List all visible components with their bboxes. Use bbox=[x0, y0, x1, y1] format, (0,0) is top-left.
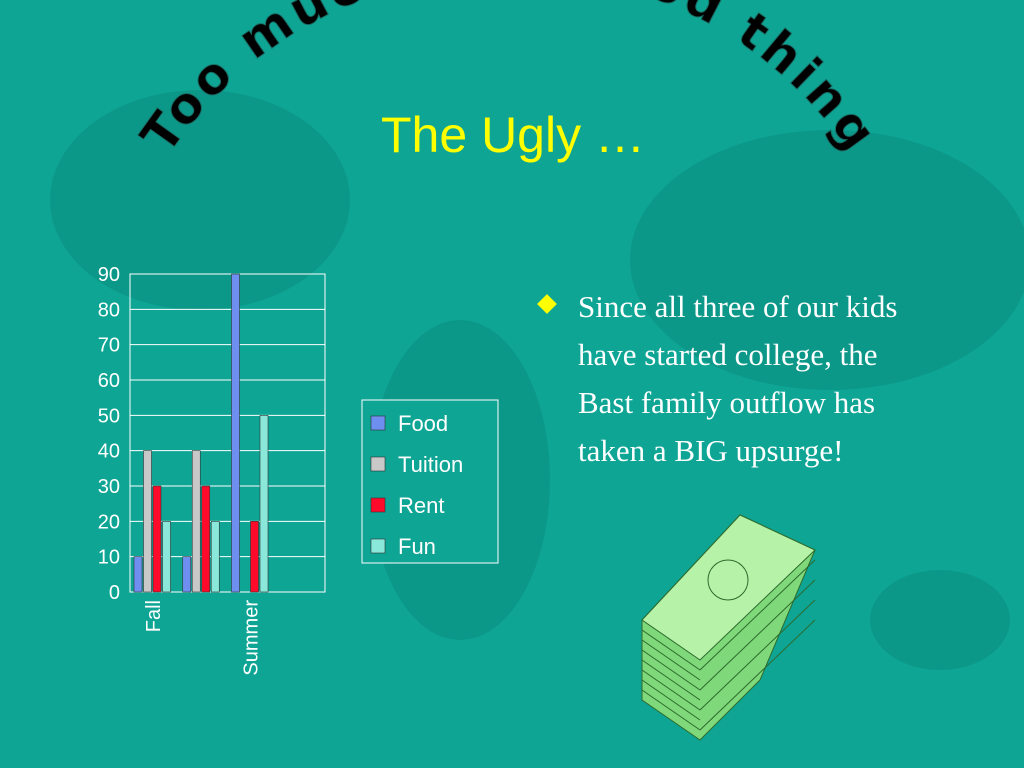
y-tick-label: 20 bbox=[98, 511, 120, 533]
legend-label: Tuition bbox=[398, 452, 463, 477]
y-tick-label: 60 bbox=[98, 370, 120, 392]
bar bbox=[201, 485, 211, 593]
legend-swatch bbox=[370, 538, 386, 554]
legend-label: Food bbox=[398, 411, 448, 436]
legend-swatch bbox=[370, 415, 386, 431]
x-tick-label: Summer bbox=[241, 600, 263, 676]
slide-title: The Ugly … bbox=[381, 107, 645, 163]
legend-swatch bbox=[370, 456, 386, 472]
bar bbox=[210, 521, 220, 593]
bar bbox=[250, 521, 259, 593]
bar bbox=[231, 273, 240, 593]
bar bbox=[191, 450, 201, 593]
legend-label: Rent bbox=[398, 493, 444, 518]
y-tick-label: 0 bbox=[109, 582, 120, 604]
x-tick-label: Fall bbox=[143, 600, 165, 632]
legend-label: Fun bbox=[398, 534, 436, 559]
y-tick-label: 90 bbox=[98, 264, 120, 286]
legend-swatch bbox=[370, 497, 386, 513]
bar bbox=[133, 556, 143, 593]
bar bbox=[162, 521, 171, 593]
bar bbox=[259, 415, 269, 593]
y-tick-label: 70 bbox=[98, 335, 120, 357]
y-tick-label: 40 bbox=[98, 441, 120, 463]
y-tick-label: 80 bbox=[98, 299, 120, 321]
bullet-text: Since all three of our kids have started… bbox=[578, 289, 898, 468]
y-tick-label: 30 bbox=[98, 476, 120, 498]
bar bbox=[182, 556, 192, 593]
money-pile bbox=[641, 514, 816, 741]
bar bbox=[143, 450, 152, 593]
y-tick-label: 50 bbox=[98, 405, 120, 427]
y-tick-label: 10 bbox=[98, 547, 120, 569]
bar bbox=[152, 485, 162, 593]
